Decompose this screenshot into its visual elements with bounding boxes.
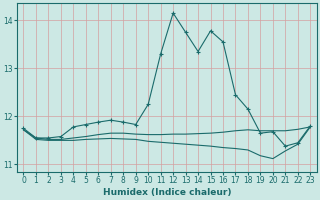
X-axis label: Humidex (Indice chaleur): Humidex (Indice chaleur) (103, 188, 231, 197)
